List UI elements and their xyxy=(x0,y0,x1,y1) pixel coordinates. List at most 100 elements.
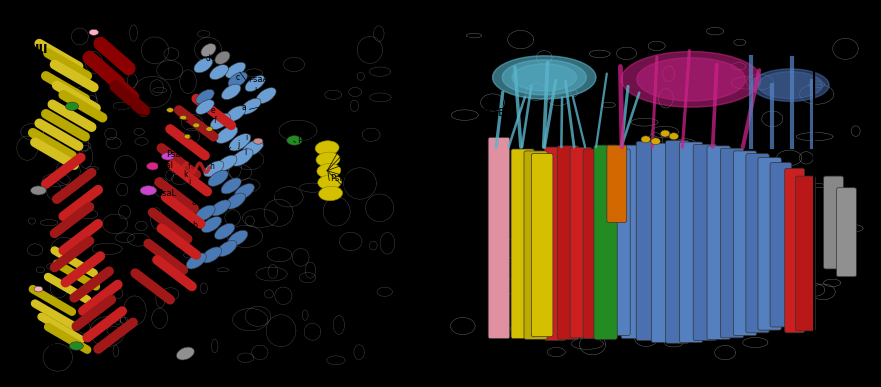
FancyBboxPatch shape xyxy=(583,149,604,339)
Polygon shape xyxy=(621,51,761,107)
FancyBboxPatch shape xyxy=(488,137,510,339)
Text: c: c xyxy=(235,73,240,82)
Ellipse shape xyxy=(215,51,230,64)
FancyBboxPatch shape xyxy=(770,163,792,327)
Text: d: d xyxy=(220,259,225,268)
Ellipse shape xyxy=(70,342,84,350)
FancyBboxPatch shape xyxy=(524,151,547,339)
Text: b: b xyxy=(254,87,259,96)
FancyBboxPatch shape xyxy=(607,145,626,223)
FancyBboxPatch shape xyxy=(651,143,675,342)
Text: f: f xyxy=(214,116,217,125)
Text: g: g xyxy=(257,162,263,171)
Ellipse shape xyxy=(202,217,222,233)
Ellipse shape xyxy=(228,72,248,87)
Ellipse shape xyxy=(319,186,343,201)
Text: I: I xyxy=(401,199,405,212)
Text: g: g xyxy=(181,123,187,132)
Ellipse shape xyxy=(204,161,224,177)
Ellipse shape xyxy=(184,134,191,139)
Ellipse shape xyxy=(317,164,341,178)
Text: PsaL: PsaL xyxy=(157,189,176,198)
Ellipse shape xyxy=(316,152,340,166)
Ellipse shape xyxy=(196,100,214,114)
Text: a: a xyxy=(242,103,247,112)
Text: PsaE: PsaE xyxy=(479,108,506,118)
FancyBboxPatch shape xyxy=(609,149,630,336)
Text: F-c: F-c xyxy=(353,140,366,149)
Ellipse shape xyxy=(195,205,215,221)
Ellipse shape xyxy=(217,240,237,257)
Ellipse shape xyxy=(34,286,43,292)
Text: PsaK: PsaK xyxy=(248,45,268,54)
Text: PsaX: PsaX xyxy=(261,138,281,147)
Ellipse shape xyxy=(211,200,230,216)
FancyBboxPatch shape xyxy=(693,144,716,341)
Text: d: d xyxy=(206,54,211,63)
Text: j: j xyxy=(237,140,240,149)
Ellipse shape xyxy=(167,108,174,112)
Text: PsaF: PsaF xyxy=(330,175,350,183)
Ellipse shape xyxy=(221,84,241,99)
Polygon shape xyxy=(512,64,577,91)
Text: B-jk(1): B-jk(1) xyxy=(104,105,132,114)
Ellipse shape xyxy=(194,58,212,73)
FancyBboxPatch shape xyxy=(621,145,644,339)
Text: A-ij(2): A-ij(2) xyxy=(281,95,307,104)
Text: PsaJ: PsaJ xyxy=(298,136,315,145)
Text: PsaC: PsaC xyxy=(618,7,644,17)
Text: F-h: F-h xyxy=(353,123,366,132)
Ellipse shape xyxy=(229,134,251,151)
FancyBboxPatch shape xyxy=(824,176,843,269)
Text: l: l xyxy=(244,149,247,158)
Polygon shape xyxy=(637,58,745,101)
FancyBboxPatch shape xyxy=(679,142,703,342)
FancyBboxPatch shape xyxy=(707,146,730,339)
Text: PsaA: PsaA xyxy=(248,75,268,84)
Text: A-jk(1): A-jk(1) xyxy=(276,158,304,167)
Ellipse shape xyxy=(201,44,216,57)
Text: F-d: F-d xyxy=(353,191,366,200)
Ellipse shape xyxy=(661,130,670,137)
Ellipse shape xyxy=(641,136,650,143)
FancyBboxPatch shape xyxy=(721,148,744,338)
FancyBboxPatch shape xyxy=(570,147,592,338)
Text: F-f: F-f xyxy=(353,157,364,166)
Text: c: c xyxy=(209,240,213,249)
Text: e: e xyxy=(211,106,215,115)
Polygon shape xyxy=(751,69,829,101)
Ellipse shape xyxy=(318,175,342,189)
Ellipse shape xyxy=(193,123,200,127)
Ellipse shape xyxy=(208,170,228,186)
Ellipse shape xyxy=(186,253,206,269)
Text: II: II xyxy=(48,339,57,352)
FancyBboxPatch shape xyxy=(557,146,579,339)
FancyBboxPatch shape xyxy=(746,154,769,333)
Text: f: f xyxy=(188,162,190,171)
Ellipse shape xyxy=(146,163,159,170)
Polygon shape xyxy=(502,60,587,95)
Text: i: i xyxy=(245,133,248,142)
Ellipse shape xyxy=(226,106,246,122)
FancyBboxPatch shape xyxy=(511,149,535,339)
Ellipse shape xyxy=(254,138,263,144)
Ellipse shape xyxy=(31,186,47,195)
Ellipse shape xyxy=(176,347,195,360)
Ellipse shape xyxy=(89,29,99,35)
FancyBboxPatch shape xyxy=(733,151,757,336)
Ellipse shape xyxy=(202,247,222,263)
Ellipse shape xyxy=(211,113,230,129)
Ellipse shape xyxy=(210,65,228,80)
Ellipse shape xyxy=(65,102,78,110)
FancyBboxPatch shape xyxy=(636,141,660,341)
Text: e: e xyxy=(192,155,196,164)
Text: B-ij(2): B-ij(2) xyxy=(270,188,295,197)
FancyBboxPatch shape xyxy=(531,154,553,337)
Ellipse shape xyxy=(242,139,264,157)
Ellipse shape xyxy=(241,98,261,114)
FancyBboxPatch shape xyxy=(785,168,804,333)
Text: b: b xyxy=(463,34,472,48)
Ellipse shape xyxy=(180,115,187,120)
Ellipse shape xyxy=(206,127,213,131)
Text: PsaM: PsaM xyxy=(166,150,188,159)
